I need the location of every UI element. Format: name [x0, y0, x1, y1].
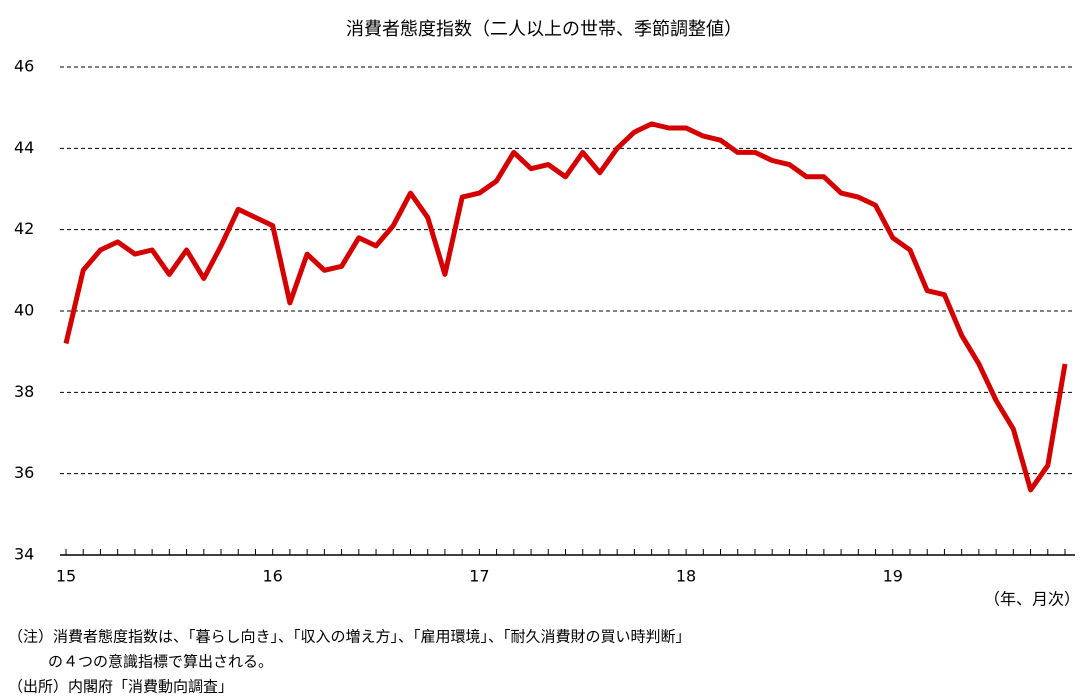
x-tick-label: 18 [676, 567, 696, 586]
x-tick-label: 16 [263, 567, 283, 586]
y-tick-label: 34 [14, 545, 34, 564]
x-tick-label: 19 [883, 567, 903, 586]
y-tick-label: 44 [14, 138, 34, 157]
y-tick-label: 36 [14, 463, 34, 482]
chart-title: 消費者態度指数（二人以上の世帯、季節調整値） [346, 19, 742, 40]
note: の４つの意識指標で算出される。 [48, 653, 273, 671]
source: （出所）内閣府「消費動向調査」 [8, 678, 233, 696]
y-tick-label: 40 [14, 301, 34, 320]
y-tick-label: 46 [14, 57, 34, 76]
note: （注）消費者態度指数は、「暮らし向き」、「収入の増え方」、「雇用環境」、「耐久消… [8, 628, 691, 646]
x-unit: （年、月次） [984, 590, 1080, 609]
x-tick-label: 15 [56, 567, 76, 586]
y-tick-label: 38 [14, 382, 34, 401]
line [63, 121, 1068, 493]
x-tick-label: 17 [469, 567, 489, 586]
y-tick-label: 42 [14, 219, 34, 238]
